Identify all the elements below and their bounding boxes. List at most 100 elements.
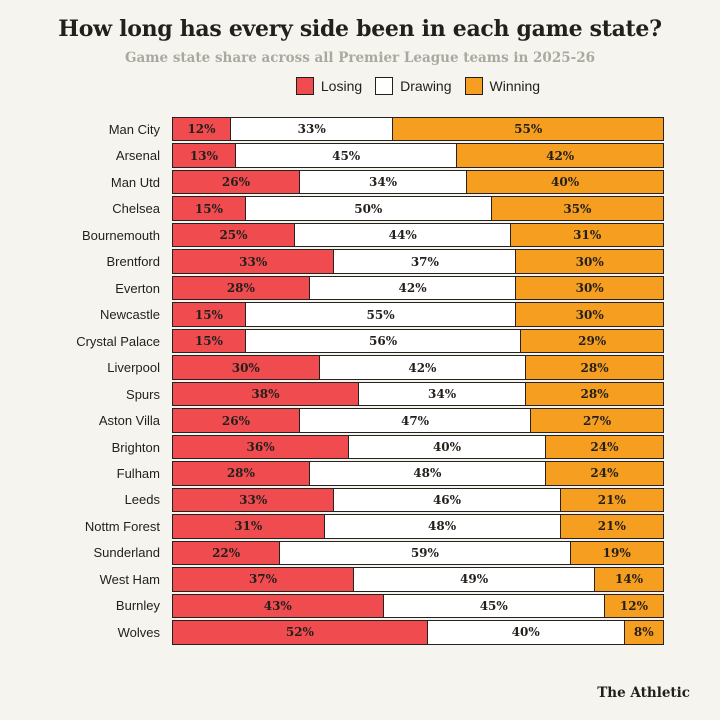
- team-label: Aston Villa: [98, 413, 160, 429]
- stacked-bar: 28% 48% 24%: [172, 461, 664, 486]
- bar-segment-winning: 21%: [560, 487, 664, 513]
- chart-row: Spurs 38% 34% 28%: [0, 381, 720, 407]
- stacked-bar: 13% 45% 42%: [172, 143, 664, 168]
- stacked-bar: 25% 44% 31%: [172, 222, 664, 248]
- bar-segment-drawing: 59%: [280, 540, 571, 566]
- stacked-bar: 26% 47% 27%: [172, 408, 664, 433]
- chart-row: Brighton 36% 40% 24%: [0, 434, 720, 460]
- bar-segment-losing: 52%: [172, 620, 428, 645]
- page-title: How long has every side been in each gam…: [58, 16, 662, 42]
- team-label: Crystal Palace: [76, 333, 160, 349]
- bar-segment-winning: 24%: [545, 461, 664, 486]
- bar-segment-winning: 12%: [604, 593, 664, 619]
- team-label: Wolves: [117, 624, 160, 640]
- stacked-bar: 30% 42% 28%: [172, 355, 664, 380]
- losing-swatch-icon: [295, 77, 314, 95]
- bar-segment-winning: 30%: [516, 249, 664, 274]
- bar-segment-losing: 30%: [172, 355, 320, 380]
- bar-segment-losing: 33%: [172, 249, 335, 274]
- stacked-bar: 37% 49% 14%: [172, 567, 664, 592]
- legend-label: Drawing: [400, 78, 452, 94]
- bar-segment-drawing: 34%: [358, 381, 527, 407]
- team-label: Chelsea: [112, 201, 160, 217]
- chart-row: Bournemouth 25% 44% 31%: [0, 222, 720, 248]
- chart-row: West Ham 37% 49% 14%: [0, 567, 720, 592]
- bar-segment-winning: 35%: [491, 196, 664, 221]
- chart-row: Fulham 28% 48% 24%: [0, 461, 720, 486]
- bar-segment-drawing: 40%: [349, 434, 546, 460]
- stacked-bar: 52% 40% 8%: [172, 620, 664, 645]
- bar-segment-drawing: 45%: [235, 143, 458, 168]
- team-label: Sunderland: [93, 545, 161, 561]
- bar-segment-losing: 38%: [172, 381, 359, 407]
- bar-segment-drawing: 46%: [334, 487, 561, 513]
- chart-row: Everton 28% 42% 30%: [0, 275, 720, 301]
- stacked-bar: 12% 33% 55%: [172, 117, 664, 142]
- bar-segment-losing: 26%: [172, 408, 300, 433]
- bar-segment-losing: 26%: [172, 169, 300, 195]
- bar-segment-losing: 15%: [172, 328, 246, 354]
- bar-segment-winning: 21%: [560, 514, 664, 539]
- bar-segment-winning: 42%: [457, 143, 664, 168]
- bar-segment-losing: 25%: [172, 222, 295, 248]
- bar-segment-drawing: 42%: [319, 355, 527, 380]
- bar-segment-winning: 19%: [570, 540, 664, 566]
- legend-item-losing: Losing: [295, 77, 362, 95]
- chart-row: Crystal Palace 15% 56% 29%: [0, 328, 720, 354]
- team-label: Man Utd: [110, 174, 160, 190]
- bar-segment-winning: 31%: [511, 222, 664, 248]
- chart-row: Man City 12% 33% 55%: [0, 117, 720, 142]
- chart-row: Burnley 43% 45% 12%: [0, 593, 720, 619]
- chart-row: Nottm Forest 31% 48% 21%: [0, 514, 720, 539]
- bar-segment-drawing: 37%: [334, 249, 517, 274]
- stacked-bar: 33% 37% 30%: [172, 249, 664, 274]
- drawing-swatch-icon: [375, 77, 394, 95]
- bar-segment-drawing: 45%: [383, 593, 605, 619]
- stacked-bar: 28% 42% 30%: [172, 275, 664, 301]
- team-label: Bournemouth: [81, 227, 160, 243]
- bar-segment-winning: 28%: [526, 381, 664, 407]
- stacked-bar: 43% 45% 12%: [172, 593, 664, 619]
- bar-segment-winning: 24%: [545, 434, 664, 460]
- bar-segment-losing: 36%: [172, 434, 350, 460]
- page-subtitle: Game state share across all Premier Leag…: [124, 50, 595, 66]
- bar-segment-winning: 55%: [393, 117, 664, 142]
- stacked-bar-chart: Man City 12% 33% 55% Arsenal 13% 45% 42% Man Utd…: [0, 117, 720, 647]
- bar-segment-drawing: 47%: [299, 408, 532, 433]
- bar-segment-drawing: 42%: [309, 275, 517, 301]
- bar-segment-losing: 28%: [172, 275, 310, 301]
- team-label: West Ham: [99, 571, 160, 587]
- stacked-bar: 33% 46% 21%: [172, 487, 664, 513]
- bar-segment-losing: 33%: [172, 487, 335, 513]
- bar-segment-drawing: 49%: [354, 567, 596, 592]
- legend-item-winning: Winning: [464, 77, 540, 95]
- bar-segment-losing: 31%: [172, 514, 325, 539]
- bar-segment-losing: 37%: [172, 567, 355, 592]
- team-label: Everton: [115, 280, 160, 296]
- chart-row: Brentford 33% 37% 30%: [0, 249, 720, 274]
- bar-segment-winning: 8%: [624, 620, 664, 645]
- chart-row: Wolves 52% 40% 8%: [0, 620, 720, 645]
- bar-segment-drawing: 50%: [245, 196, 492, 221]
- chart-row: Leeds 33% 46% 21%: [0, 487, 720, 513]
- team-label: Spurs: [126, 386, 160, 402]
- bar-segment-losing: 43%: [172, 593, 384, 619]
- bar-segment-winning: 40%: [467, 169, 664, 195]
- bar-segment-winning: 28%: [526, 355, 664, 380]
- chart-row: Newcastle 15% 55% 30%: [0, 302, 720, 327]
- team-label: Man City: [108, 121, 160, 137]
- stacked-bar: 22% 59% 19%: [172, 540, 664, 566]
- bar-segment-winning: 27%: [531, 408, 664, 433]
- bar-segment-drawing: 56%: [245, 328, 522, 354]
- chart-row: Sunderland 22% 59% 19%: [0, 540, 720, 566]
- bar-segment-losing: 12%: [172, 117, 232, 142]
- bar-segment-losing: 15%: [172, 302, 246, 327]
- bar-segment-drawing: 44%: [295, 222, 512, 248]
- chart-row: Aston Villa 26% 47% 27%: [0, 408, 720, 433]
- team-label: Liverpool: [107, 360, 160, 376]
- chart-row: Liverpool 30% 42% 28%: [0, 355, 720, 380]
- bar-segment-drawing: 34%: [299, 169, 468, 195]
- team-label: Leeds: [124, 492, 160, 508]
- team-label: Arsenal: [115, 148, 160, 164]
